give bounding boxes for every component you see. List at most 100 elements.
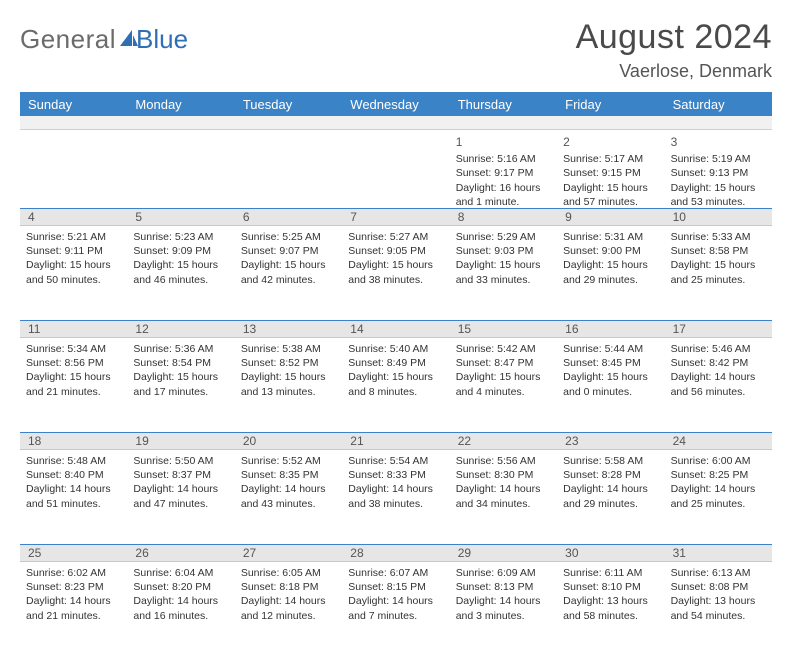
weekday-wednesday: Wednesday (342, 97, 449, 112)
sunrise-text: Sunrise: 5:52 AM (241, 454, 336, 468)
date-number: 24 (665, 434, 772, 448)
spacer-row (20, 116, 772, 130)
daylight-text: Daylight: 14 hours and 3 minutes. (456, 594, 551, 622)
date-number: 4 (20, 210, 127, 224)
sunset-text: Sunset: 8:08 PM (671, 580, 766, 594)
date-number: 9 (557, 210, 664, 224)
daylight-text: Daylight: 15 hours and 4 minutes. (456, 370, 551, 398)
sunset-text: Sunset: 8:18 PM (241, 580, 336, 594)
page-header: General Blue August 2024 Vaerlose, Denma… (20, 18, 772, 82)
date-number: 6 (235, 210, 342, 224)
daylight-text: Daylight: 15 hours and 33 minutes. (456, 258, 551, 286)
sunrise-text: Sunrise: 6:07 AM (348, 566, 443, 580)
date-number: 25 (20, 546, 127, 560)
day-cell: Sunrise: 5:44 AMSunset: 8:45 PMDaylight:… (557, 338, 664, 432)
sunrise-text: Sunrise: 5:25 AM (241, 230, 336, 244)
date-number: 18 (20, 434, 127, 448)
daylight-text: Daylight: 13 hours and 58 minutes. (563, 594, 658, 622)
day-cell: Sunrise: 5:29 AMSunset: 9:03 PMDaylight:… (450, 226, 557, 320)
day-cell: Sunrise: 5:40 AMSunset: 8:49 PMDaylight:… (342, 338, 449, 432)
day-cell: Sunrise: 6:00 AMSunset: 8:25 PMDaylight:… (665, 450, 772, 544)
sunset-text: Sunset: 8:54 PM (133, 356, 228, 370)
sunrise-text: Sunrise: 5:56 AM (456, 454, 551, 468)
sunset-text: Sunset: 8:52 PM (241, 356, 336, 370)
sunrise-text: Sunrise: 5:58 AM (563, 454, 658, 468)
daylight-text: Daylight: 14 hours and 34 minutes. (456, 482, 551, 510)
date-bar: 18192021222324 (20, 432, 772, 450)
sunrise-text: Sunrise: 5:21 AM (26, 230, 121, 244)
date-number: 2 (563, 134, 658, 150)
sunrise-text: Sunrise: 5:38 AM (241, 342, 336, 356)
weekday-monday: Monday (127, 97, 234, 112)
sunrise-text: Sunrise: 5:46 AM (671, 342, 766, 356)
sunrise-text: Sunrise: 5:54 AM (348, 454, 443, 468)
daylight-text: Daylight: 14 hours and 25 minutes. (671, 482, 766, 510)
sunrise-text: Sunrise: 5:42 AM (456, 342, 551, 356)
date-number: 15 (450, 322, 557, 336)
sunrise-text: Sunrise: 5:48 AM (26, 454, 121, 468)
sunrise-text: Sunrise: 5:50 AM (133, 454, 228, 468)
day-cell: Sunrise: 5:56 AMSunset: 8:30 PMDaylight:… (450, 450, 557, 544)
sunset-text: Sunset: 8:42 PM (671, 356, 766, 370)
date-number: 29 (450, 546, 557, 560)
day-cell: Sunrise: 5:33 AMSunset: 8:58 PMDaylight:… (665, 226, 772, 320)
daylight-text: Daylight: 14 hours and 51 minutes. (26, 482, 121, 510)
date-number: 17 (665, 322, 772, 336)
sunset-text: Sunset: 9:13 PM (671, 166, 766, 180)
day-cell: Sunrise: 6:02 AMSunset: 8:23 PMDaylight:… (20, 562, 127, 656)
date-number: 14 (342, 322, 449, 336)
daylight-text: Daylight: 15 hours and 53 minutes. (671, 181, 766, 208)
day-cell: Sunrise: 5:54 AMSunset: 8:33 PMDaylight:… (342, 450, 449, 544)
day-cell: 2Sunrise: 5:17 AMSunset: 9:15 PMDaylight… (557, 130, 664, 208)
weekday-saturday: Saturday (665, 97, 772, 112)
sunrise-text: Sunrise: 5:19 AM (671, 152, 766, 166)
date-number: 21 (342, 434, 449, 448)
day-cell: 3 Sunrise: 5:19 AMSunset: 9:13 PMDaylight… (665, 130, 772, 208)
weekday-friday: Friday (557, 97, 664, 112)
date-number: 27 (235, 546, 342, 560)
day-cell: Sunrise: 5:52 AMSunset: 8:35 PMDaylight:… (235, 450, 342, 544)
week-row: Sunrise: 5:21 AMSunset: 9:11 PMDaylight:… (20, 226, 772, 320)
week-row: 1 Sunrise: 5:16 AMSunset: 9:17 PM Daylight… (20, 130, 772, 208)
sunrise-text: Sunrise: 5:16 AM (456, 152, 551, 166)
daylight-text: Daylight: 15 hours and 57 minutes. (563, 181, 658, 208)
day-cell: Sunrise: 5:42 AMSunset: 8:47 PMDaylight:… (450, 338, 557, 432)
day-cell: Sunrise: 6:07 AMSunset: 8:15 PMDaylight:… (342, 562, 449, 656)
week-row: Sunrise: 5:34 AMSunset: 8:56 PMDaylight:… (20, 338, 772, 432)
sunrise-text: Sunrise: 5:36 AM (133, 342, 228, 356)
sunrise-text: Sunrise: 6:09 AM (456, 566, 551, 580)
day-cell: Sunrise: 6:09 AMSunset: 8:13 PMDaylight:… (450, 562, 557, 656)
date-number: 1 (456, 134, 551, 150)
date-number: 3 (671, 134, 766, 150)
sunset-text: Sunset: 8:49 PM (348, 356, 443, 370)
sunset-text: Sunset: 8:40 PM (26, 468, 121, 482)
weekday-sunday: Sunday (20, 97, 127, 112)
date-number: 20 (235, 434, 342, 448)
daylight-text: Daylight: 15 hours and 42 minutes. (241, 258, 336, 286)
calendar-page: General Blue August 2024 Vaerlose, Denma… (0, 0, 792, 666)
day-cell: Sunrise: 5:23 AMSunset: 9:09 PMDaylight:… (127, 226, 234, 320)
daylight-text: Daylight: 14 hours and 21 minutes. (26, 594, 121, 622)
day-cell: Sunrise: 5:25 AMSunset: 9:07 PMDaylight:… (235, 226, 342, 320)
date-bar: 11121314151617 (20, 320, 772, 338)
day-cell: Sunrise: 5:38 AMSunset: 8:52 PMDaylight:… (235, 338, 342, 432)
sunset-text: Sunset: 9:00 PM (563, 244, 658, 258)
day-cell: Sunrise: 5:50 AMSunset: 8:37 PMDaylight:… (127, 450, 234, 544)
sunset-text: Sunset: 8:58 PM (671, 244, 766, 258)
day-cell: Sunrise: 6:13 AMSunset: 8:08 PMDaylight:… (665, 562, 772, 656)
day-cell: Sunrise: 5:27 AMSunset: 9:05 PMDaylight:… (342, 226, 449, 320)
sunset-text: Sunset: 8:45 PM (563, 356, 658, 370)
daylight-text: Daylight: 15 hours and 50 minutes. (26, 258, 121, 286)
daylight-text: Daylight: 14 hours and 12 minutes. (241, 594, 336, 622)
sunrise-text: Sunrise: 5:17 AM (563, 152, 658, 166)
date-bar: 25262728293031 (20, 544, 772, 562)
day-cell: Sunrise: 5:58 AMSunset: 8:28 PMDaylight:… (557, 450, 664, 544)
logo: General Blue (20, 24, 188, 55)
daylight-text: Daylight: 15 hours and 25 minutes. (671, 258, 766, 286)
day-cell (342, 130, 449, 208)
date-number: 8 (450, 210, 557, 224)
week-row: Sunrise: 6:02 AMSunset: 8:23 PMDaylight:… (20, 562, 772, 656)
sunset-text: Sunset: 9:17 PM (456, 166, 551, 180)
sunset-text: Sunset: 8:37 PM (133, 468, 228, 482)
date-number: 23 (557, 434, 664, 448)
